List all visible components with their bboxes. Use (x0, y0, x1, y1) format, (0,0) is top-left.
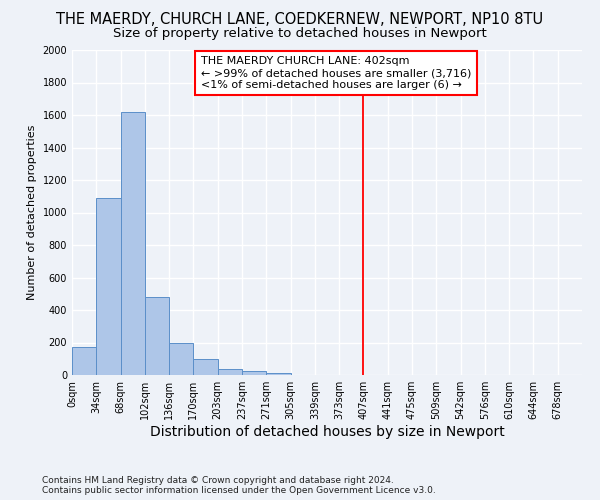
Text: THE MAERDY, CHURCH LANE, COEDKERNEW, NEWPORT, NP10 8TU: THE MAERDY, CHURCH LANE, COEDKERNEW, NEW… (56, 12, 544, 28)
Y-axis label: Number of detached properties: Number of detached properties (27, 125, 37, 300)
Bar (266, 374, 290, 375)
Bar (96, 198, 121, 375)
Bar (145, 297, 169, 375)
Text: Contains HM Land Registry data © Crown copyright and database right 2024.
Contai: Contains HM Land Registry data © Crown c… (42, 476, 436, 495)
Text: THE MAERDY CHURCH LANE: 402sqm
← >99% of detached houses are smaller (3,716)
<1%: THE MAERDY CHURCH LANE: 402sqm ← >99% of… (201, 56, 471, 90)
Bar (72, 348, 96, 375)
Bar (218, 368, 242, 375)
Bar (169, 342, 193, 375)
Bar (121, 112, 145, 375)
Bar (242, 371, 266, 375)
X-axis label: Distribution of detached houses by size in Newport: Distribution of detached houses by size … (149, 425, 505, 439)
Text: Size of property relative to detached houses in Newport: Size of property relative to detached ho… (113, 28, 487, 40)
Bar (193, 359, 218, 375)
